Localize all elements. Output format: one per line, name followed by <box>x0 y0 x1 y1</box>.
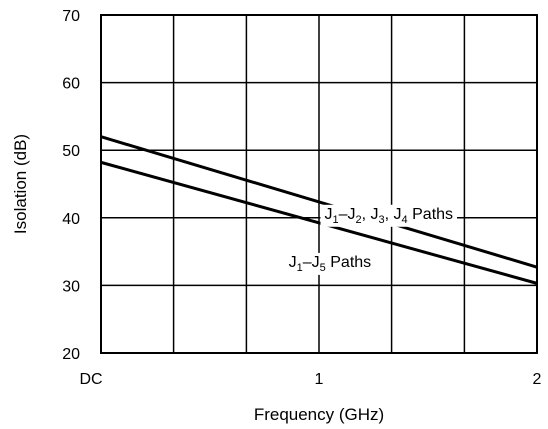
series-label-1: J1–J2, J3, J4 Paths <box>320 204 458 227</box>
series-label-text: J1–J5 Paths <box>289 254 372 274</box>
x-tick-label: DC <box>79 371 102 388</box>
subscript: 1 <box>297 262 303 274</box>
x-tick-label: 1 <box>315 371 324 388</box>
label-part: J <box>324 206 332 223</box>
subscript: 4 <box>402 214 408 226</box>
plot-frame <box>100 14 538 354</box>
x-tick-label: 2 <box>533 371 542 388</box>
subscript: 3 <box>379 214 385 226</box>
series-label-bg <box>320 204 458 227</box>
subscript: 1 <box>332 214 338 226</box>
y-tick-label: 30 <box>62 278 80 295</box>
series-label-2: J1–J5 Paths <box>284 252 376 275</box>
series-label-bg <box>284 252 376 275</box>
series-line-1 <box>100 135 538 269</box>
y-tick-label: 40 <box>62 211 80 228</box>
y-tick-label: 60 <box>62 76 80 93</box>
series-line-2 <box>100 160 538 285</box>
series-lines <box>100 135 538 285</box>
grid <box>101 15 537 353</box>
subscript: 2 <box>356 214 362 226</box>
label-part: J <box>289 254 297 271</box>
subscript: 5 <box>320 262 326 274</box>
tick-labels: 20 30 40 50 60 70 DC 1 2 <box>62 8 541 388</box>
y-tick-label: 20 <box>62 346 80 363</box>
y-tick-label: 50 <box>62 143 80 160</box>
series-label-text: J1–J2, J3, J4 Paths <box>324 206 453 226</box>
label-part: , J <box>385 206 402 223</box>
label-part: –J <box>303 254 320 271</box>
x-axis-title: Frequency (GHz) <box>254 405 384 424</box>
y-axis-title: Isolation (dB) <box>11 134 30 234</box>
label-part: Paths <box>408 206 453 223</box>
label-part: Paths <box>326 254 371 271</box>
label-part: , J <box>362 206 379 223</box>
y-tick-label: 70 <box>62 8 80 25</box>
label-part: –J <box>339 206 356 223</box>
